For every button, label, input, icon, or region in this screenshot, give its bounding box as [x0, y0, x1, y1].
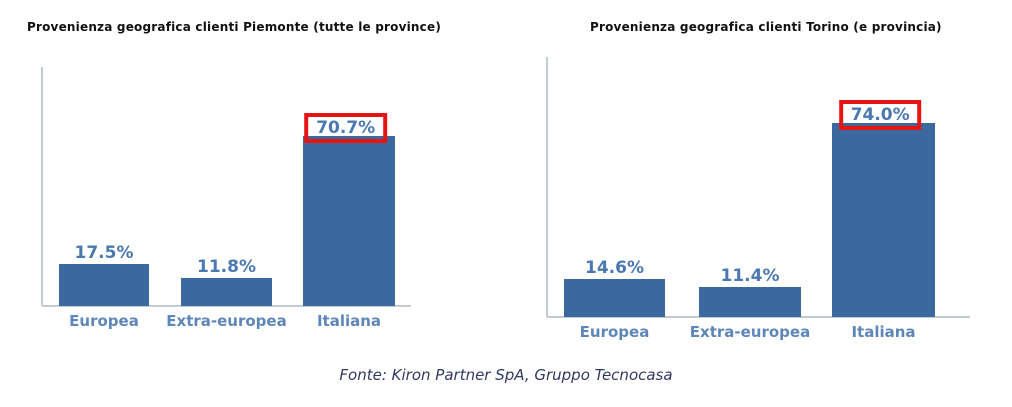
value-label-extra-europea: 11.8% [197, 257, 256, 277]
category-label-europea: Europea [579, 323, 650, 341]
bar-italiana [832, 123, 935, 317]
category-label-italiana: Italiana [316, 312, 382, 330]
category-label-extra-europea: Extra-europea [166, 312, 287, 330]
piemonte-x-axis [42, 305, 411, 307]
bar-extra-europea [699, 287, 801, 317]
highlighted-value-label-italiana: 70.7% [304, 113, 388, 143]
bar-europea [564, 279, 665, 317]
bar-europea [59, 264, 149, 306]
chart-title-piemonte: Provenienza geografica clienti Piemonte … [27, 20, 442, 34]
value-label-extra-europea: 11.4% [720, 266, 780, 286]
piemonte-y-axis [41, 67, 43, 306]
category-label-extra-europea: Extra-europea [689, 323, 811, 341]
source-note: Fonte: Kiron Partner SpA, Gruppo Tecnoca… [339, 366, 673, 384]
highlighted-value-label-italiana: 74.0% [838, 100, 922, 130]
torino-x-axis [547, 316, 970, 318]
value-label-europea: 17.5% [74, 243, 134, 263]
category-label-italiana: Italiana [851, 323, 916, 341]
category-label-europea: Europea [69, 312, 139, 330]
chart-title-torino: Provenienza geografica clienti Torino (e… [590, 20, 942, 34]
value-label-europea: 14.6% [585, 258, 644, 278]
bar-italiana [303, 136, 395, 306]
bar-extra-europea [181, 278, 272, 306]
torino-y-axis [546, 57, 548, 317]
